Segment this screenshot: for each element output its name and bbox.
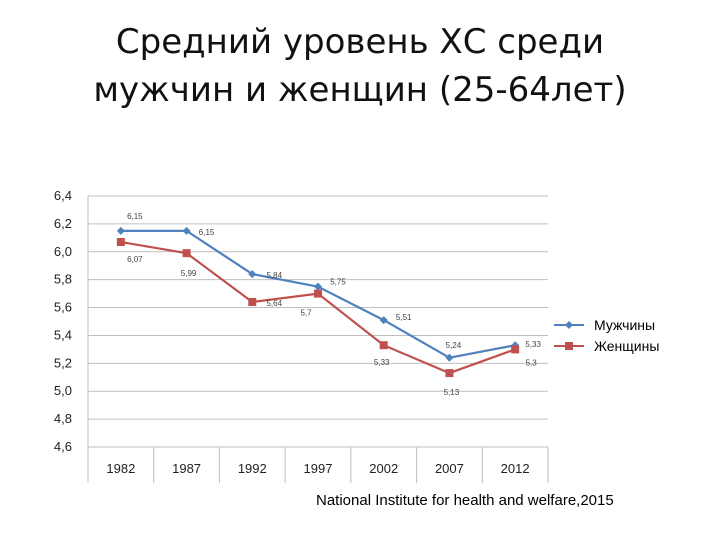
y-tick-label: 6,2 [54, 216, 72, 231]
data-label: 5,3 [526, 358, 538, 367]
slide-title-line-1: Средний уровень ХС среди [115, 22, 605, 62]
x-tick-label: 2012 [501, 461, 530, 476]
data-label: 6,15 [127, 212, 143, 221]
legend-marker [565, 342, 573, 350]
slide-title: Средний уровень ХС среди мужчин и женщин… [0, 18, 720, 118]
data-point [445, 353, 454, 362]
data-label: 5,64 [266, 299, 282, 308]
data-label: 5,33 [525, 340, 541, 349]
data-point [116, 238, 125, 247]
y-tick-label: 5,6 [54, 300, 72, 315]
y-tick-label: 5,2 [54, 355, 72, 370]
data-label: 6,15 [199, 228, 215, 237]
y-tick-label: 5,8 [54, 272, 72, 287]
data-label: 5,33 [374, 358, 390, 367]
data-point [511, 345, 520, 354]
slide-title-line-2: мужчин и женщин (25-64лет) [93, 70, 627, 110]
data-label: 5,99 [181, 269, 197, 278]
y-tick-label: 5,4 [54, 327, 72, 342]
data-point [116, 226, 125, 235]
data-label: 5,84 [266, 271, 282, 280]
data-point [445, 369, 454, 378]
data-point [314, 289, 322, 298]
legend-marker [565, 321, 573, 329]
legend-label: Женщины [594, 338, 659, 354]
y-tick-label: 6,0 [54, 244, 72, 259]
y-tick-label: 4,6 [54, 439, 72, 454]
x-tick-label: 1987 [172, 461, 201, 476]
x-tick-label: 1997 [304, 461, 333, 476]
data-label: 5,51 [396, 313, 412, 322]
data-point [379, 316, 388, 325]
data-point [182, 226, 191, 235]
data-point [182, 249, 191, 258]
legend-label: Мужчины [594, 317, 655, 333]
y-tick-label: 6,4 [54, 188, 72, 203]
data-point [314, 282, 322, 291]
data-point [379, 341, 388, 350]
data-label: 5,13 [444, 388, 460, 397]
x-tick-label: 2002 [369, 461, 398, 476]
y-tick-label: 5,0 [54, 383, 72, 398]
x-tick-label: 1982 [106, 461, 135, 476]
data-label: 5,7 [300, 309, 312, 318]
data-label: 5,75 [330, 278, 346, 287]
data-point [248, 270, 257, 279]
data-label: 6,07 [127, 255, 143, 264]
source-note: National Institute for health and welfar… [316, 492, 614, 509]
data-point [248, 297, 257, 306]
x-tick-label: 1992 [238, 461, 267, 476]
data-label: 5,24 [446, 341, 462, 350]
x-tick-label: 2007 [435, 461, 464, 476]
y-tick-label: 4,8 [54, 411, 72, 426]
